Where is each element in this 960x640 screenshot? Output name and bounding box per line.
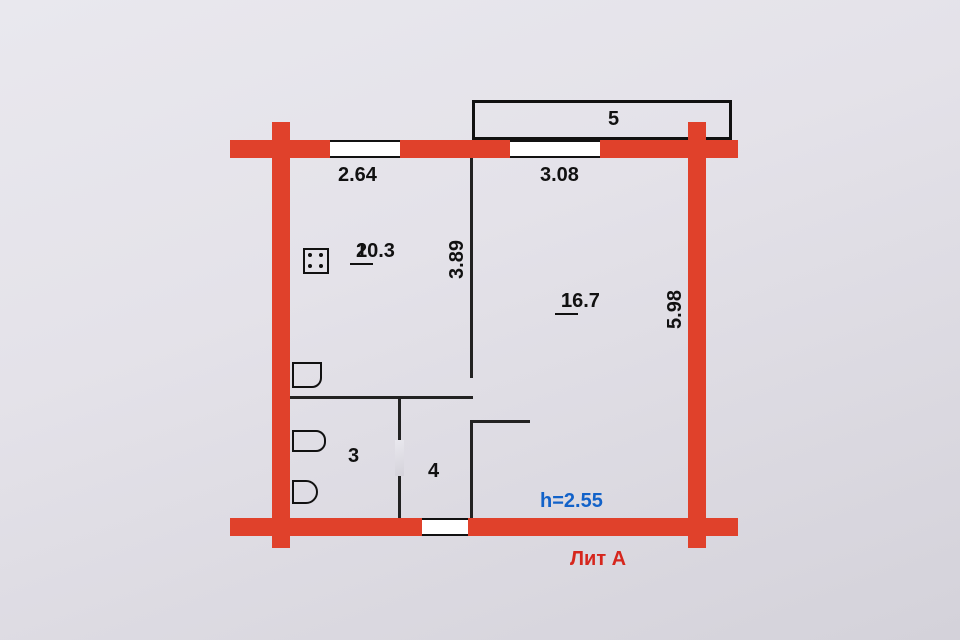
dim-top-right: 3.08 xyxy=(540,164,579,187)
height-label: h=2.55 xyxy=(540,490,603,513)
stove-dot-1 xyxy=(308,253,312,257)
wall-right xyxy=(688,140,706,536)
dim-right-h: 5.98 xyxy=(664,290,687,329)
room-2-area: 10.3 xyxy=(350,240,401,263)
dim-mid-h: 3.89 xyxy=(446,240,469,279)
stove-dot-2 xyxy=(319,253,323,257)
part-center-v-a xyxy=(470,158,473,378)
fixture-stove xyxy=(303,248,329,274)
wall-bot-fin-r xyxy=(688,518,738,536)
door-34 xyxy=(395,440,404,476)
wall-bot-a xyxy=(272,518,422,536)
room-5-label: 5 xyxy=(608,108,619,131)
dim-top-left: 2.64 xyxy=(338,164,377,187)
wall-left xyxy=(272,140,290,536)
door-entry xyxy=(422,518,468,536)
part-mid-h-b xyxy=(470,420,530,423)
stove-dot-3 xyxy=(308,264,312,268)
room-4-label: 4 xyxy=(428,460,439,483)
part-center-v-b xyxy=(470,420,473,518)
fixture-tub xyxy=(292,430,326,452)
part-mid-h-a xyxy=(290,396,473,399)
floor-plan: { "type":"floorplan", "canvas":{"w":960,… xyxy=(0,0,960,640)
wall-bot-b xyxy=(468,518,706,536)
lit-label: Лит А xyxy=(570,548,626,571)
room-1-area: 16.7 xyxy=(555,290,606,313)
room-3-label: 3 xyxy=(348,445,359,468)
stove-dot-4 xyxy=(319,264,323,268)
fixture-toilet xyxy=(292,480,318,504)
wall-top-b xyxy=(400,140,510,158)
window-top-1 xyxy=(330,140,400,158)
window-top-2 xyxy=(510,140,600,158)
fixture-sink xyxy=(292,362,322,388)
